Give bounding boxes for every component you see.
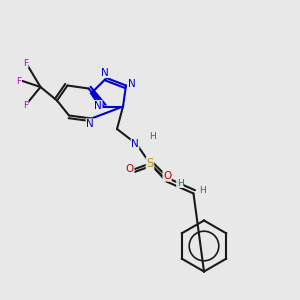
Text: S: S: [146, 157, 154, 170]
Text: O: O: [126, 164, 134, 174]
Text: N: N: [131, 139, 139, 149]
Text: F: F: [23, 100, 28, 109]
Text: H: H: [177, 178, 183, 188]
Text: F: F: [23, 58, 28, 68]
Text: H: H: [150, 132, 156, 141]
Text: N: N: [86, 119, 94, 129]
Text: N: N: [128, 79, 135, 89]
Text: O: O: [163, 171, 171, 181]
Text: F: F: [16, 76, 22, 85]
Text: N: N: [101, 68, 109, 78]
Text: N: N: [94, 100, 102, 111]
Text: H: H: [199, 186, 206, 195]
